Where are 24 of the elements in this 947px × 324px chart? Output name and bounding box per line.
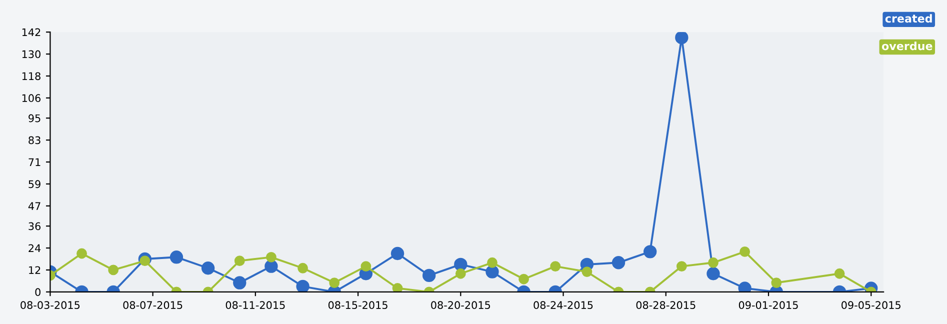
y-tick-label: 130 bbox=[22, 50, 40, 58]
text: created bbox=[885, 14, 932, 23]
x-tick-label: 08-03-2015 bbox=[20, 301, 80, 310]
y-tick-label: 118 bbox=[22, 72, 40, 80]
x-tick-label: 09-01-2015 bbox=[738, 301, 798, 310]
y-tick-label: 0 bbox=[35, 288, 40, 296]
x-tick-label: 08-24-2015 bbox=[534, 301, 593, 310]
x-tick-label: 08-20-2015 bbox=[431, 301, 490, 310]
y-tick-label: 83 bbox=[28, 136, 40, 144]
x-tick-label: 08-28-2015 bbox=[636, 301, 696, 310]
y-tick-label: 71 bbox=[28, 158, 40, 166]
y-tick-label: 12 bbox=[29, 266, 40, 274]
y-tick-label: 106 bbox=[22, 94, 41, 102]
y-tick-label: 47 bbox=[28, 202, 40, 210]
y-tick-label: 36 bbox=[28, 222, 41, 230]
y-tick-label: 95 bbox=[28, 114, 40, 122]
text: overdue bbox=[882, 42, 932, 50]
x-tick-label: 08-15-2015 bbox=[328, 301, 388, 310]
x-tick-label: 08-07-2015 bbox=[123, 301, 182, 310]
y-tick-label: 24 bbox=[28, 244, 41, 252]
y-tick-label: 59 bbox=[28, 180, 40, 188]
x-tick-label: 08-11-2015 bbox=[226, 301, 285, 310]
y-tick-label: 142 bbox=[22, 28, 40, 36]
x-tick-label: 09-05-2015 bbox=[842, 301, 900, 310]
